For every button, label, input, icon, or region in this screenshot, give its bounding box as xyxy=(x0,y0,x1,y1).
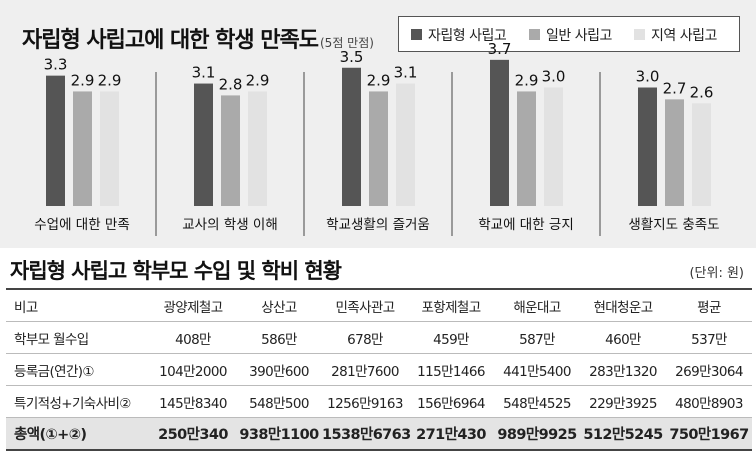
table-cell: 271만430 xyxy=(408,417,494,451)
bar xyxy=(221,95,240,206)
table-cell: 104만2000 xyxy=(150,353,236,386)
bar-value-label: 2.9 xyxy=(367,71,391,89)
bar xyxy=(517,91,536,206)
bar-value-label: 3.1 xyxy=(394,64,418,82)
table-cell: 광양제철고 xyxy=(150,288,236,322)
table-cell: 포항제철고 xyxy=(408,288,494,322)
legend-label-1: 일반 사립고 xyxy=(546,28,612,44)
bar-value-label: 2.9 xyxy=(71,71,95,89)
table-cell: 480만8903 xyxy=(666,385,752,418)
bar-value-label: 2.8 xyxy=(219,75,243,93)
legend-swatch-2 xyxy=(634,29,645,40)
category-label: 학교에 대한 긍지 xyxy=(478,217,574,233)
table-cell: 현대청운고 xyxy=(580,288,666,322)
table-cell: 537만 xyxy=(666,321,752,354)
legend-label-2: 지역 사립고 xyxy=(651,28,717,44)
table-cell: 750만1967 xyxy=(666,417,752,451)
row-label: 등록금(연간)① xyxy=(6,353,150,386)
bar xyxy=(665,99,684,206)
table-cell: 548만500 xyxy=(236,385,322,418)
table-row: 특기적성+기숙사비② 145만8340 548만500 1256만9163 156만69… xyxy=(6,385,752,418)
bar xyxy=(248,91,267,206)
table-header-row: 비고 광양제철고 상산고 민족사관고 포항제철고 해운대고 현대청운고 평균 xyxy=(6,288,752,322)
bar-value-label: 2.7 xyxy=(663,79,687,97)
table-cell: 460만 xyxy=(580,321,666,354)
table-cell: 938만1100 xyxy=(236,417,322,451)
table-cell: 283만1320 xyxy=(580,353,666,386)
table-cell: 평균 xyxy=(666,288,752,322)
table-cell: 678만 xyxy=(322,321,408,354)
row-label: 비고 xyxy=(6,288,150,322)
bar xyxy=(692,103,711,206)
table-cell: 해운대고 xyxy=(494,288,580,322)
legend-swatch-0 xyxy=(411,29,422,40)
bar-value-label: 3.0 xyxy=(542,68,566,86)
table-cell: 145만8340 xyxy=(150,385,236,418)
bar xyxy=(100,91,119,206)
bar xyxy=(544,87,563,206)
bar-value-label: 3.5 xyxy=(340,48,364,66)
table-cell: 548만4525 xyxy=(494,385,580,418)
table-cell: 상산고 xyxy=(236,288,322,322)
bar xyxy=(396,83,415,206)
bar xyxy=(73,91,92,206)
bar xyxy=(342,67,361,206)
bar xyxy=(638,87,657,206)
chart-title-text: 자립형 사립고에 대한 학생 만족도 xyxy=(22,28,319,53)
chart-title: 자립형 사립고에 대한 학생 만족도 (5점 만점) xyxy=(22,22,374,54)
bar-value-label: 3.7 xyxy=(488,40,512,58)
category-label: 생활지도 충족도 xyxy=(628,217,719,233)
category-label: 학교생활의 즐거움 xyxy=(326,217,430,233)
bar-value-label: 3.0 xyxy=(636,68,660,86)
table-title: 자립형 사립고 학부모 수입 및 학비 현황 xyxy=(10,259,342,283)
table-cell: 250만340 xyxy=(150,417,236,451)
table-cell: 156만6964 xyxy=(408,385,494,418)
bar-value-label: 3.3 xyxy=(44,56,68,74)
table-cell: 441만5400 xyxy=(494,353,580,386)
table-cell: 408만 xyxy=(150,321,236,354)
table-cell: 390만600 xyxy=(236,353,322,386)
bar xyxy=(490,59,509,206)
table-row: 등록금(연간)① 104만2000 390만600 281만7600 115만1466 4… xyxy=(6,353,752,386)
bar-value-label: 2.9 xyxy=(98,71,122,89)
bar xyxy=(46,75,65,207)
row-label: 학부모 월수입 xyxy=(6,321,150,354)
row-label: 총액(①+②) xyxy=(6,417,150,451)
table-cell: 1538만6763 xyxy=(322,417,411,451)
table-cell: 586만 xyxy=(236,321,322,354)
table-cell: 989만9925 xyxy=(494,417,580,451)
table-row: 학부모 월수입 408만 586만 678만 459만 587만 460만 537만 xyxy=(6,321,752,354)
table-cell: 512만5245 xyxy=(580,417,666,451)
bar-value-label: 2.9 xyxy=(246,71,270,89)
category-label: 교사의 학생 이해 xyxy=(182,217,278,233)
bar-value-label: 2.6 xyxy=(690,83,714,101)
row-label: 특기적성+기숙사비② xyxy=(6,385,150,418)
legend-swatch-1 xyxy=(529,29,540,40)
chart-subtitle: (5점 만점) xyxy=(320,36,374,50)
table-cell: 587만 xyxy=(494,321,580,354)
table-cell: 1256만9163 xyxy=(322,385,408,418)
table-cell: 115만1466 xyxy=(408,353,494,386)
legend-label-0: 자립형 사립고 xyxy=(428,28,507,44)
table-cell: 269만3064 xyxy=(666,353,752,386)
table-cell: 281만7600 xyxy=(322,353,408,386)
bar-value-label: 3.1 xyxy=(192,64,216,82)
bar-value-label: 2.9 xyxy=(515,71,539,89)
table-cell: 229만3925 xyxy=(580,385,666,418)
category-label: 수업에 대한 만족 xyxy=(34,217,130,233)
tuition-table: 비고 광양제철고 상산고 민족사관고 포항제철고 해운대고 현대청운고 평균 학부모 월수입 40… xyxy=(6,288,752,451)
chart-legend: 자립형 사립고 일반 사립고 지역 사립고 xyxy=(398,16,740,52)
bar xyxy=(369,91,388,206)
table-cell: 459만 xyxy=(408,321,494,354)
table-total-row: 총액(①+②) 250만340 938만1100 1538만6763 271만430 98… xyxy=(6,417,752,451)
table-cell: 민족사관고 xyxy=(322,288,408,322)
table-unit: (단위: 원) xyxy=(689,266,744,281)
bar xyxy=(194,83,213,206)
